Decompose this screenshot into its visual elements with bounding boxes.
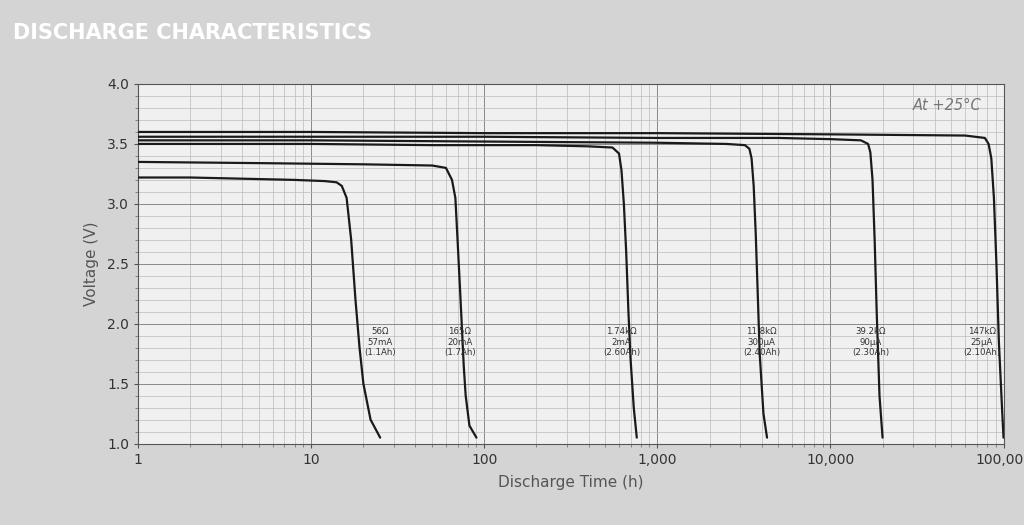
Text: 11.8kΩ
300μA
(2.40Ah): 11.8kΩ 300μA (2.40Ah) — [743, 328, 780, 357]
Text: 56Ω
57mA
(1.1Ah): 56Ω 57mA (1.1Ah) — [365, 328, 396, 357]
Text: 147kΩ
25μA
(2.10Ah): 147kΩ 25μA (2.10Ah) — [964, 328, 1000, 357]
Text: 165Ω
20mA
(1.7Ah): 165Ω 20mA (1.7Ah) — [443, 328, 475, 357]
X-axis label: Discharge Time (h): Discharge Time (h) — [498, 475, 644, 490]
Text: DISCHARGE CHARACTERISTICS: DISCHARGE CHARACTERISTICS — [13, 23, 373, 43]
Text: 1.74kΩ
2mA
(2.60Ah): 1.74kΩ 2mA (2.60Ah) — [603, 328, 640, 357]
Text: At +25°C: At +25°C — [913, 98, 982, 113]
Y-axis label: Voltage (V): Voltage (V) — [84, 222, 99, 306]
Text: 39.2kΩ
90μA
(2.30Ah): 39.2kΩ 90μA (2.30Ah) — [852, 328, 889, 357]
